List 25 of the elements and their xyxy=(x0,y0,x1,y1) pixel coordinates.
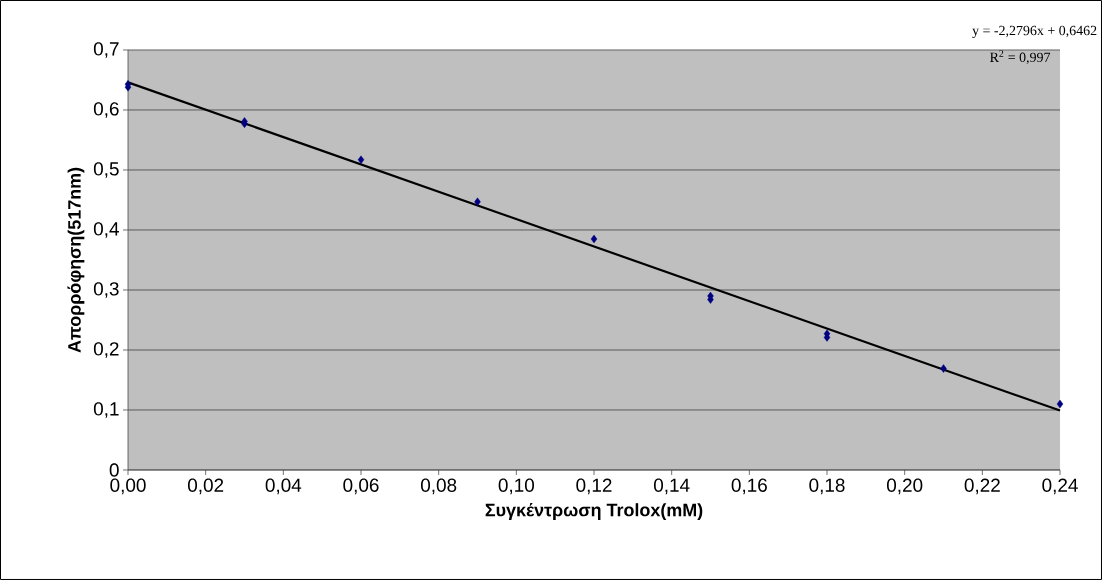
x-tick-label: 0,10 xyxy=(498,478,535,495)
annotation: R$^{2}$ = 0,997 xyxy=(990,50,1051,65)
y-tick-label: 0,2 xyxy=(93,342,119,358)
text: y = -2,2796x + 0,6462 xyxy=(972,25,1097,39)
y-tick-label: 0 xyxy=(109,463,119,477)
x-tick-label: 0,16 xyxy=(731,478,767,495)
x-tick-label: 0,14 xyxy=(653,478,690,495)
y-tick-label: 0,1 xyxy=(93,402,119,418)
y-tick-label: 0,4 xyxy=(93,222,119,238)
x-tick-label: 0,24 xyxy=(1042,478,1078,495)
x-tick-label: 0,04 xyxy=(265,478,302,495)
x-tick-label: 0,22 xyxy=(964,478,1000,495)
y-tick-label: 0,7 xyxy=(93,42,119,58)
y-tick-label: 0,5 xyxy=(93,162,119,178)
x-tick-label: 0,12 xyxy=(576,478,612,495)
y-tick-label: 0,6 xyxy=(93,102,119,118)
x-tick-label: 0,18 xyxy=(809,478,845,495)
x-tick-label: 0,02 xyxy=(187,478,224,495)
x-tick-label: 0,00 xyxy=(110,478,146,495)
x-axis-title: Συγκέντρωση Trolox(mM) xyxy=(485,502,703,520)
y-tick-label: 0,3 xyxy=(93,282,119,298)
x-tick-label: 0,20 xyxy=(886,478,923,495)
x-tick-label: 0,08 xyxy=(420,478,457,495)
x-tick-label: 0,06 xyxy=(343,478,379,495)
y-axis-title: Απορρόφηση(517nm) xyxy=(67,167,85,353)
